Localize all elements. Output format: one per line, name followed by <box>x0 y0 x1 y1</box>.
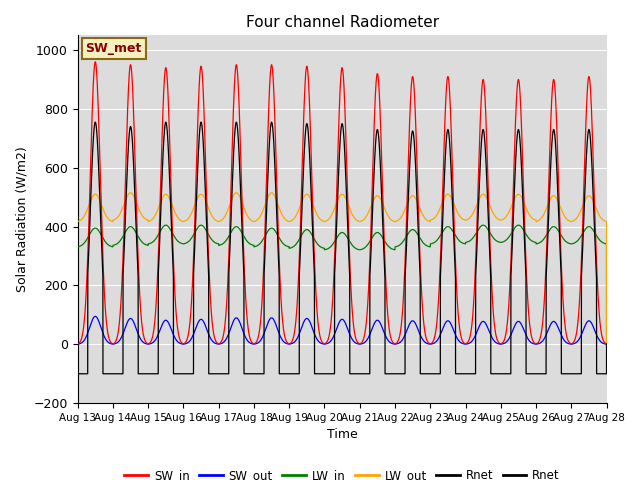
Rnet <box>412 157 419 163</box>
SW_out <box>412 321 419 326</box>
Line: LW_in: LW_in <box>77 225 607 344</box>
LW_out <box>102 211 109 217</box>
LW_in <box>499 239 506 245</box>
X-axis label: Time: Time <box>327 429 358 442</box>
SW_in <box>92 59 99 65</box>
Rnet <box>603 341 611 347</box>
LW_in <box>506 233 514 239</box>
LW_out <box>506 207 514 213</box>
Rnet <box>471 371 479 377</box>
Rnet <box>102 371 109 377</box>
Rnet <box>74 371 81 377</box>
Line: SW_in: SW_in <box>77 62 607 344</box>
SW_out <box>471 333 479 339</box>
LW_out <box>127 190 134 196</box>
SW_in <box>74 341 81 347</box>
Line: LW_out: LW_out <box>77 193 607 344</box>
Rnet <box>486 249 493 254</box>
Rnet <box>499 371 506 377</box>
LW_in <box>412 228 419 234</box>
LW_in <box>486 229 493 235</box>
SW_out <box>603 341 611 347</box>
Y-axis label: Solar Radiation (W/m2): Solar Radiation (W/m2) <box>15 146 28 292</box>
Line: SW_out: SW_out <box>77 316 607 344</box>
SW_in <box>486 227 493 232</box>
LW_in <box>603 341 611 347</box>
LW_in <box>102 239 109 245</box>
LW_in <box>471 232 479 238</box>
SW_out <box>92 313 99 319</box>
LW_out <box>471 206 479 212</box>
SW_out <box>506 334 514 340</box>
Legend: SW_in, SW_out, LW_in, LW_out, Rnet, Rnet: SW_in, SW_out, LW_in, LW_out, Rnet, Rnet <box>120 464 564 480</box>
SW_in <box>471 269 479 275</box>
LW_out <box>412 195 419 201</box>
Rnet <box>506 371 514 377</box>
SW_in <box>412 110 419 116</box>
LW_out <box>499 216 506 222</box>
Text: SW_met: SW_met <box>86 42 142 55</box>
LW_out <box>74 219 81 225</box>
LW_in <box>74 244 81 250</box>
Title: Four channel Radiometer: Four channel Radiometer <box>246 15 438 30</box>
SW_in <box>499 340 506 346</box>
SW_in <box>603 341 611 347</box>
Line: Rnet: Rnet <box>77 122 607 374</box>
SW_out <box>74 341 81 347</box>
SW_in <box>102 306 109 312</box>
SW_out <box>499 341 506 347</box>
LW_out <box>603 341 611 347</box>
LW_in <box>515 222 522 228</box>
SW_in <box>506 280 514 286</box>
Rnet <box>92 119 99 125</box>
SW_out <box>102 336 109 341</box>
LW_out <box>486 202 493 208</box>
SW_out <box>486 329 493 335</box>
